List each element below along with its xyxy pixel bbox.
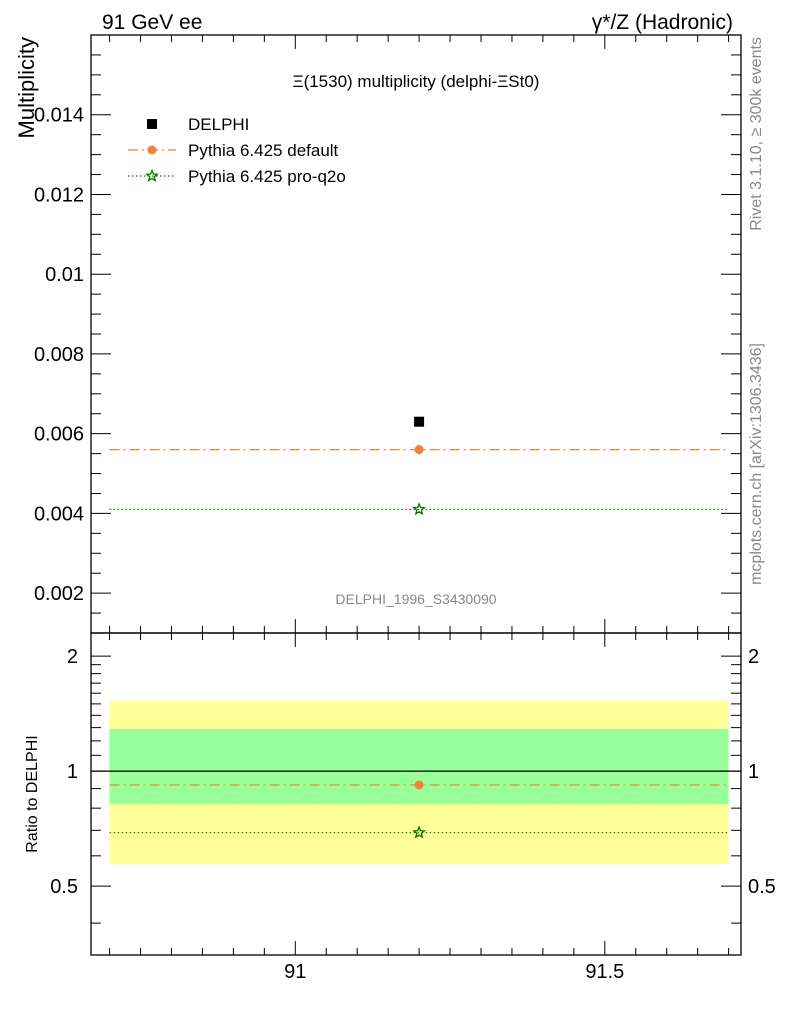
main-point-2 [412, 502, 427, 516]
main-panel: 0.002 0.004 0.006 0.008 0.01 0.012 0.014 Ξ(153… [14, 34, 742, 634]
main-ylabel: Multiplicity [14, 37, 39, 138]
ratio-tick-labels: 0.5 0.5 1 1 2 2 91 91.5 [50, 646, 776, 983]
ratio-point-1 [412, 825, 427, 839]
ratio-ticks [91, 633, 741, 955]
main-ytick-label: 0.004 [34, 503, 84, 525]
ratio-ytick-label: 2 [67, 646, 78, 668]
main-ytick-label: 0.014 [34, 105, 84, 127]
legend: DELPHI Pythia 6.425 default Pythia 6.425 p… [128, 115, 346, 186]
legend-marker-0 [147, 119, 157, 129]
main-ytick-label: 0.002 [34, 583, 84, 605]
main-point-0 [414, 416, 425, 427]
ratio-ytick-label-right: 1 [748, 761, 759, 783]
ratio-ylabel: Ratio to DELPHI [24, 735, 41, 852]
legend-label-0: DELPHI [188, 115, 249, 134]
main-ytick-label: 0.012 [34, 184, 84, 206]
main-series-lines [109, 449, 729, 511]
main-ytick-label: 0.01 [45, 264, 84, 286]
ratio-xtick-label: 91 [284, 961, 306, 983]
watermark-label: DELPHI_1996_S3430090 [335, 591, 496, 607]
ratio-ytick-label-right: 2 [748, 646, 759, 668]
ratio-xtick-label: 91.5 [585, 961, 624, 983]
rivet-version-label: Rivet 3.1.10, ≥ 300k events [748, 37, 765, 231]
main-tick-labels: 0.002 0.004 0.006 0.008 0.01 0.012 0.014 [34, 105, 84, 605]
ratio-point-0 [414, 780, 424, 790]
ratio-ytick-label-right: 0.5 [748, 876, 776, 898]
ratio-data-marks [412, 780, 427, 839]
main-ytick-label: 0.008 [34, 344, 84, 366]
legend-marker-2 [145, 168, 159, 182]
ratio-panel: 0.5 0.5 1 1 2 2 91 91.5 Ratio to DELPHI [24, 632, 776, 983]
ratio-ytick-label: 1 [67, 761, 78, 783]
legend-label-1: Pythia 6.425 default [188, 141, 339, 160]
main-title: Ξ(1530) multiplicity (delphi-ΞSt0) [293, 72, 540, 91]
ratio-band-1 [109, 728, 729, 805]
ratio-bands [91, 700, 741, 865]
legend-marker-1 [147, 145, 157, 155]
main-point-1 [414, 445, 424, 455]
main-ticks [91, 35, 741, 634]
header-right-label: γ*/Z (Hadronic) [592, 11, 733, 34]
main-ytick-label: 0.006 [34, 424, 84, 446]
mcplots-label: mcplots.cern.ch [arXiv:1306.3436] [748, 343, 765, 585]
main-data-marks [412, 416, 427, 516]
ratio-frame [90, 632, 742, 956]
header-left-label: 91 GeV ee [102, 11, 202, 34]
legend-label-2: Pythia 6.425 pro-q2o [188, 167, 346, 186]
ratio-ytick-label: 0.5 [50, 876, 78, 898]
